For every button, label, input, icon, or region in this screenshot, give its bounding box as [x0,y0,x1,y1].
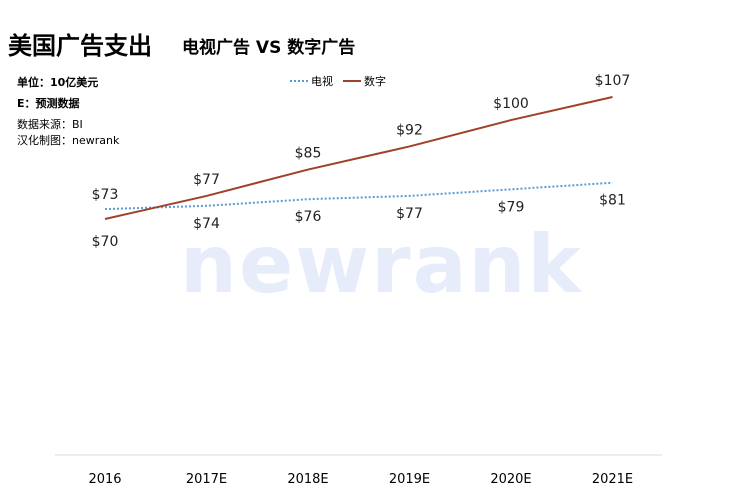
x-tick-label: 2021E [592,472,633,487]
watermark-text: newrank [180,218,583,311]
estimate-note: E：预测数据 [17,97,80,110]
data-label-digital: $77 [193,172,220,188]
legend-item-digital: 数字 [343,73,386,89]
x-tick-label: 2019E [389,472,430,487]
legend-swatch-tv [290,80,308,82]
series-line-tv [104,181,613,211]
data-label-tv: $76 [295,209,322,225]
data-label-tv: $79 [498,199,525,215]
legend-item-tv: 电视 [290,73,333,89]
credit-note: 汉化制图：newrank [17,134,120,147]
unit-note: 单位：10亿美元 [17,76,99,89]
x-tick-label: 2016 [88,472,121,487]
data-label-digital: $107 [595,73,631,89]
x-tick-label: 2020E [490,472,531,487]
data-label-digital: $70 [92,234,119,250]
data-label-digital: $92 [396,122,423,138]
source-note: 数据来源：BI [17,118,83,131]
data-label-digital: $85 [295,146,322,162]
series-line-digital [104,96,613,220]
data-label-digital: $100 [493,96,529,112]
x-tick-label: 2018E [287,472,328,487]
data-label-tv: $73 [92,187,119,203]
chart-title: 美国广告支出 [8,32,152,60]
legend-swatch-digital [343,80,361,82]
data-label-tv: $74 [193,216,220,232]
data-label-tv: $81 [599,193,626,209]
chart-legend: 电视 数字 [290,73,396,89]
x-tick-label: 2017E [186,472,227,487]
chart-subtitle: 电视广告 VS 数字广告 [182,38,356,58]
legend-label-digital: 数字 [364,75,386,88]
legend-label-tv: 电视 [311,75,333,88]
data-label-tv: $77 [396,206,423,222]
